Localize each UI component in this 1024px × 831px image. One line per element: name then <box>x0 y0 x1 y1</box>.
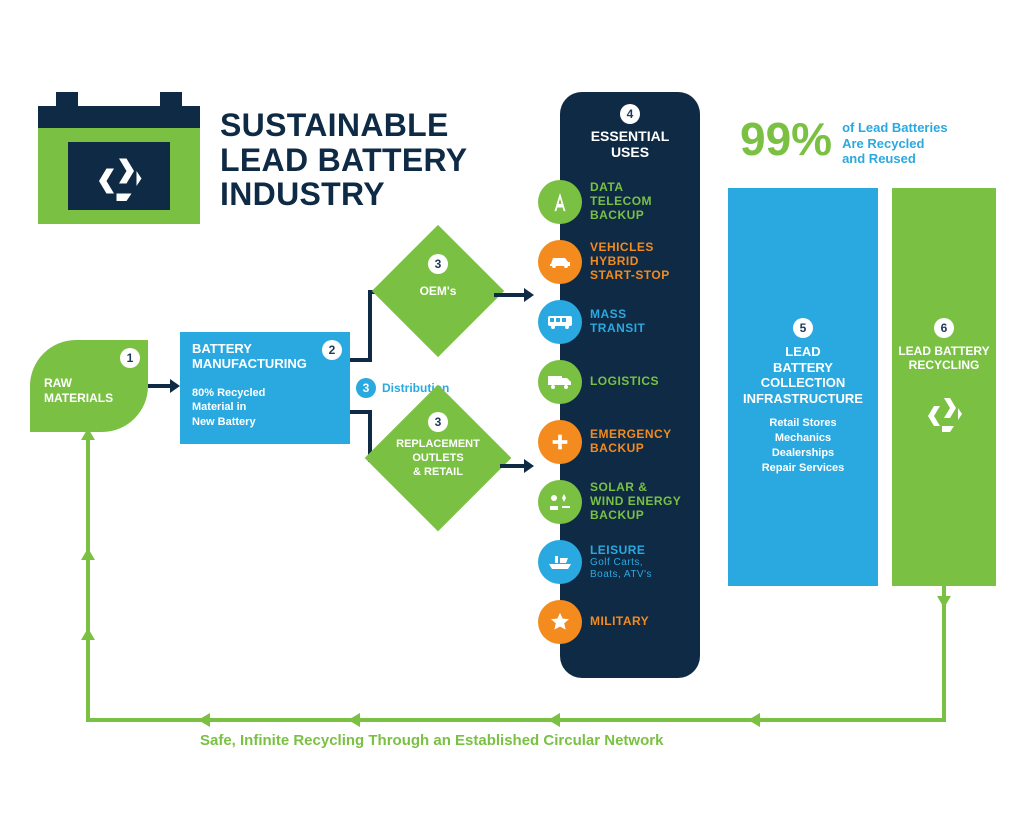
return-caption: Safe, Infinite Recycling Through an Esta… <box>200 732 663 749</box>
return-loop <box>0 0 1024 831</box>
